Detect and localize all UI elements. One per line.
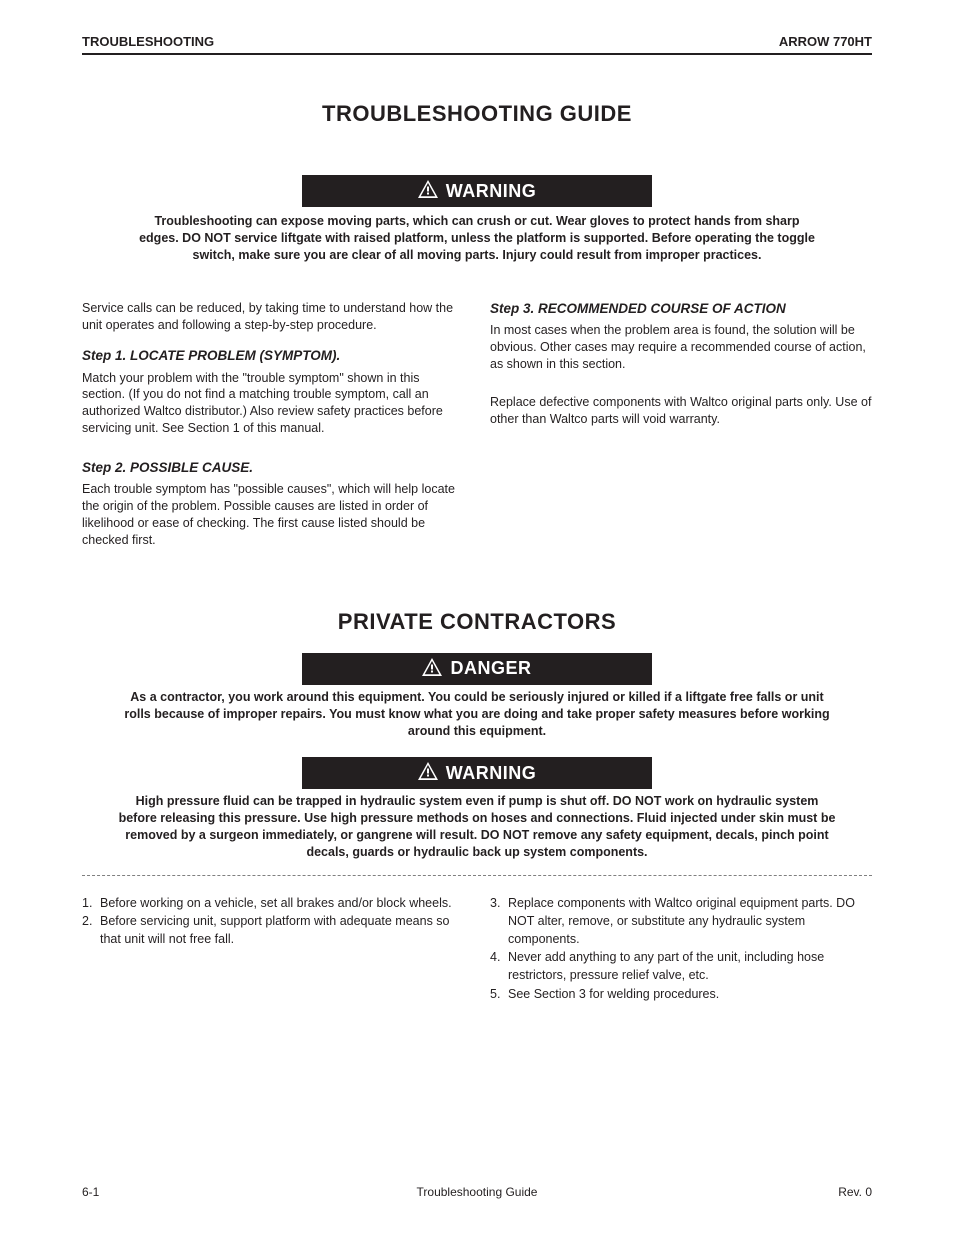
step-2-block: Step 2. POSSIBLE CAUSE. Each trouble sym… [82, 459, 464, 549]
warning2-icon [418, 762, 438, 784]
column-right: Step 3. RECOMMENDED COURSE OF ACTION In … [490, 300, 872, 571]
step-3-body: In most cases when the problem area is f… [490, 323, 866, 371]
warning-icon [418, 180, 438, 202]
header-right: ARROW 770HT [779, 34, 872, 49]
item-number: 3. [490, 894, 508, 948]
intro-paragraph: Service calls can be reduced, by taking … [82, 300, 464, 334]
step-2-body: Each trouble symptom has "possible cause… [82, 482, 455, 547]
step-3-title: Step 3. RECOMMENDED COURSE OF ACTION [490, 300, 872, 318]
warning-label: WARNING [446, 181, 537, 202]
warning2-label: WARNING [446, 763, 537, 784]
page-footer: 6-1 Troubleshooting Guide Rev. 0 [82, 1185, 872, 1199]
step-2-title: Step 2. POSSIBLE CAUSE. [82, 459, 464, 477]
header-left: TROUBLESHOOTING [82, 34, 214, 49]
item-text: Before working on a vehicle, set all bra… [100, 894, 452, 912]
item-text: Replace components with Waltco original … [508, 894, 872, 948]
footer-center: Troubleshooting Guide [417, 1185, 538, 1199]
item-number: 5. [490, 985, 508, 1003]
step-1-block: Step 1. LOCATE PROBLEM (SYMPTOM). Match … [82, 347, 464, 437]
danger-box: DANGER [302, 653, 652, 685]
item-number: 4. [490, 948, 508, 984]
footer-left: 6-1 [82, 1185, 99, 1199]
warning2-block: WARNING High pressure fluid can be trapp… [82, 757, 872, 861]
list-item: 2. Before servicing unit, support platfo… [82, 912, 464, 948]
warning2-text: High pressure fluid can be trapped in hy… [117, 793, 837, 861]
two-column-top: Service calls can be reduced, by taking … [82, 300, 872, 571]
danger-text: As a contractor, you work around this eq… [117, 689, 837, 740]
page: TROUBLESHOOTING ARROW 770HT TROUBLESHOOT… [0, 0, 954, 1235]
bottom-right-column: 3. Replace components with Waltco origin… [490, 894, 872, 1003]
contractors-title: PRIVATE CONTRACTORS [82, 609, 872, 635]
list-item: 4. Never add anything to any part of the… [490, 948, 872, 984]
page-header: TROUBLESHOOTING ARROW 770HT [82, 34, 872, 53]
item-number: 1. [82, 894, 100, 912]
right-note: Replace defective components with Waltco… [490, 394, 872, 428]
danger-block: DANGER As a contractor, you work around … [82, 653, 872, 740]
item-number: 2. [82, 912, 100, 948]
bottom-left-column: 1. Before working on a vehicle, set all … [82, 894, 464, 1003]
warning-text: Troubleshooting can expose moving parts,… [137, 213, 817, 264]
danger-icon [422, 658, 442, 680]
footer-right: Rev. 0 [838, 1185, 872, 1199]
dashed-divider [82, 875, 872, 876]
column-left: Service calls can be reduced, by taking … [82, 300, 464, 571]
item-text: Before servicing unit, support platform … [100, 912, 464, 948]
two-column-bottom: 1. Before working on a vehicle, set all … [82, 894, 872, 1003]
header-divider [82, 53, 872, 55]
list-item: 3. Replace components with Waltco origin… [490, 894, 872, 948]
item-text: See Section 3 for welding procedures. [508, 985, 719, 1003]
list-item: 5. See Section 3 for welding procedures. [490, 985, 872, 1003]
danger-label: DANGER [450, 658, 531, 679]
main-title: TROUBLESHOOTING GUIDE [82, 101, 872, 127]
item-text: Never add anything to any part of the un… [508, 948, 872, 984]
step-3-block: Step 3. RECOMMENDED COURSE OF ACTION In … [490, 300, 872, 373]
warning-box: WARNING [302, 175, 652, 207]
warning2-box: WARNING [302, 757, 652, 789]
list-item: 1. Before working on a vehicle, set all … [82, 894, 464, 912]
step-1-title: Step 1. LOCATE PROBLEM (SYMPTOM). [82, 347, 464, 365]
